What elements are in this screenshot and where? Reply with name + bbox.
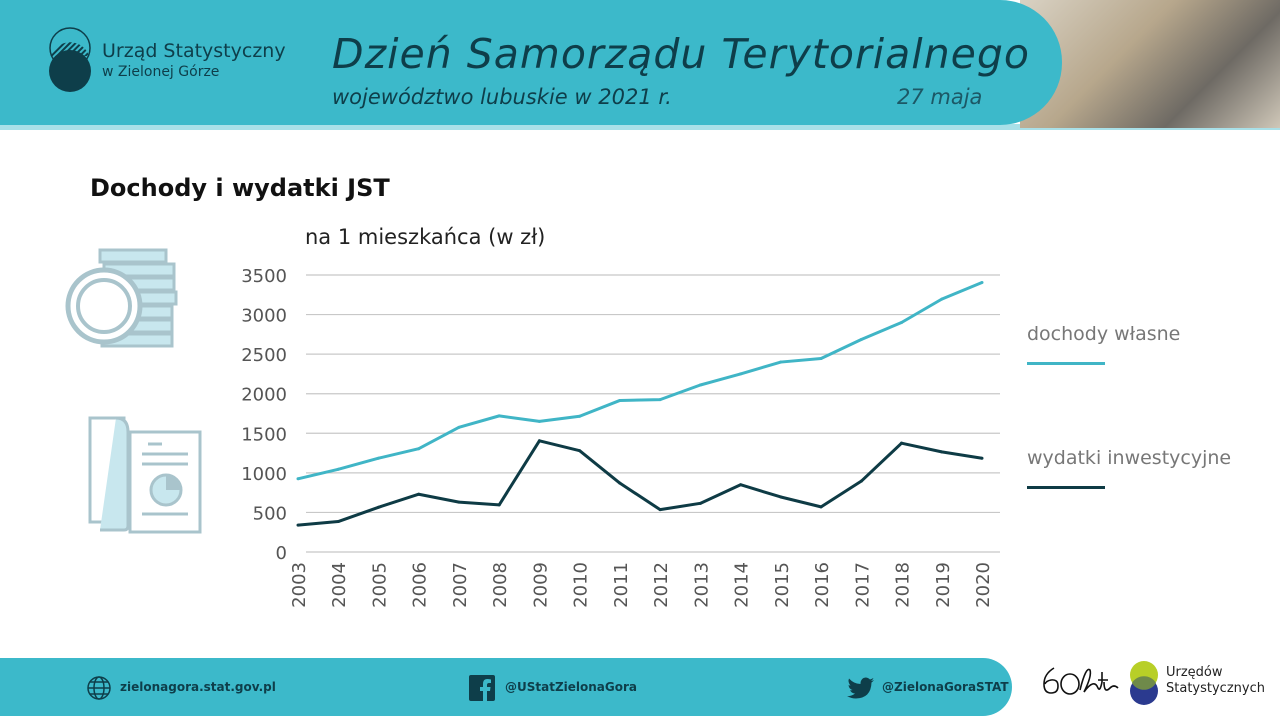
data-point (900, 441, 904, 445)
data-point (578, 414, 582, 418)
series-line-0 (297, 281, 983, 481)
footer-banner (0, 658, 1012, 716)
data-point (296, 523, 300, 527)
data-point (940, 297, 944, 301)
org-location: w Zielonej Górze (102, 64, 220, 80)
header-photo (1020, 0, 1280, 128)
data-point (537, 419, 541, 423)
data-point (457, 500, 461, 504)
data-point (376, 456, 380, 460)
data-point (698, 383, 702, 387)
60-lat-logo (1043, 667, 1119, 695)
y-tick-label: 0 (276, 543, 287, 564)
x-tick-label: 2003 (289, 562, 310, 608)
twitter-link[interactable]: @ZielonaGoraSTAT (882, 680, 1009, 694)
coins-stack-icon (65, 248, 178, 348)
x-tick-label: 2019 (933, 562, 954, 608)
globe-icon (87, 676, 111, 700)
x-tick-label: 2008 (490, 562, 511, 608)
data-point (336, 467, 340, 471)
y-tick-label: 500 (253, 503, 287, 524)
twitter-icon (847, 677, 874, 699)
logo-text-line1: Urzędów (1166, 665, 1223, 680)
x-tick-label: 2006 (410, 562, 431, 608)
y-tick-label: 1000 (241, 464, 287, 485)
x-tick-label: 2018 (893, 562, 914, 608)
x-tick-label: 2020 (973, 562, 994, 608)
legend-label-wydatki: wydatki inwestycyjne (1027, 447, 1232, 469)
y-tick-label: 3000 (241, 306, 287, 327)
data-point (819, 505, 823, 509)
data-point (417, 447, 421, 451)
x-tick-label: 2016 (812, 562, 833, 608)
data-point (739, 372, 743, 376)
header-banner: Urząd Statystyczny w Zielonej Górze Dzie… (0, 0, 1062, 125)
y-tick-label: 1500 (241, 424, 287, 445)
website-link[interactable]: zielonagora.stat.gov.pl (120, 680, 276, 694)
x-tick-label: 2013 (691, 562, 712, 608)
data-point (537, 439, 541, 443)
data-point (497, 503, 501, 507)
event-date: 27 maja (897, 85, 983, 109)
y-tick-label: 2500 (241, 345, 287, 366)
chart-title: Dochody i wydatki JST (90, 174, 390, 202)
data-point (497, 414, 501, 418)
data-point (900, 320, 904, 324)
urzedow-statystycznych-logo-icon (1130, 661, 1158, 705)
x-tick-label: 2007 (450, 562, 471, 608)
data-point (658, 508, 662, 512)
x-tick-label: 2011 (611, 562, 632, 608)
data-point (698, 501, 702, 505)
x-tick-label: 2005 (369, 562, 390, 608)
facebook-icon (469, 675, 495, 701)
data-point (417, 492, 421, 496)
org-name: Urząd Statystyczny (102, 40, 286, 62)
data-point (336, 520, 340, 524)
data-point (779, 360, 783, 364)
data-point (457, 425, 461, 429)
x-tick-label: 2014 (732, 562, 753, 608)
data-point (376, 505, 380, 509)
data-point (578, 449, 582, 453)
data-point (859, 479, 863, 483)
data-point (618, 481, 622, 485)
x-tick-label: 2015 (772, 562, 793, 608)
data-point (980, 456, 984, 460)
data-point (739, 483, 743, 487)
x-tick-label: 2017 (852, 562, 873, 608)
data-point (618, 398, 622, 402)
org-logo-icon (49, 27, 91, 92)
page-title: Dzień Samorządu Terytorialnego (332, 30, 1031, 78)
data-point (940, 450, 944, 454)
legend-label-dochody: dochody własne (1027, 323, 1181, 345)
x-tick-label: 2010 (571, 562, 592, 608)
series-line-1 (297, 439, 983, 527)
header-strip (0, 124, 1280, 130)
facebook-link[interactable]: @UStatZielonaGora (505, 680, 638, 694)
x-tick-label: 2004 (329, 562, 350, 608)
y-tick-label: 2000 (241, 385, 287, 406)
chart-subtitle: na 1 mieszkańca (w zł) (305, 225, 546, 249)
logo-text-line2: Statystycznych (1166, 681, 1265, 696)
x-tick-label: 2009 (530, 562, 551, 608)
data-point (859, 338, 863, 342)
legend-swatch-dochody (1027, 362, 1105, 365)
y-tick-label: 3500 (241, 266, 287, 287)
page-subtitle: województwo lubuskie w 2021 r. (332, 85, 672, 109)
data-point (658, 398, 662, 402)
urzedow-logo-text: Urzędów Statystycznych (1166, 665, 1265, 697)
data-point (980, 281, 984, 285)
data-point (296, 477, 300, 481)
data-point (819, 356, 823, 360)
document-chart-icon (88, 416, 202, 534)
legend-swatch-wydatki (1027, 486, 1105, 489)
x-tick-label: 2012 (651, 562, 672, 608)
data-point (779, 495, 783, 499)
